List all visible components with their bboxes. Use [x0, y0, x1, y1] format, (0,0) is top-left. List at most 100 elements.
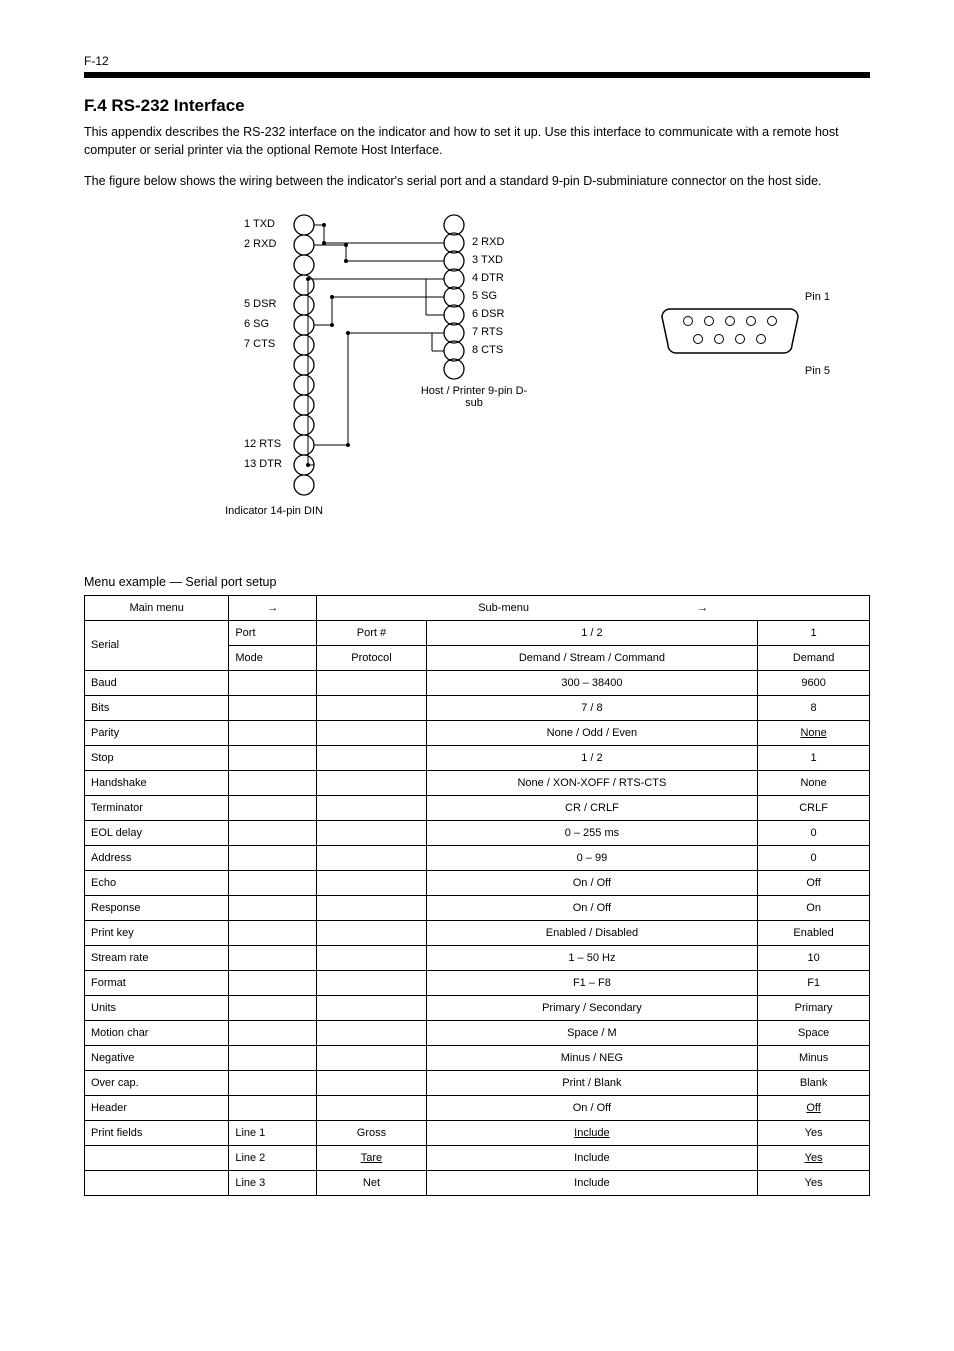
right-pin-8-label: 8 CTS	[472, 344, 503, 356]
right-pin-6-label: 6 DSR	[472, 308, 504, 320]
cell-param	[317, 995, 426, 1020]
db9-pin1-label: Pin 1	[805, 291, 830, 303]
cell-default: Minus	[758, 1045, 870, 1070]
cell-values: 0 – 255 ms	[426, 820, 758, 845]
cell-values: None / XON-XOFF / RTS-CTS	[426, 770, 758, 795]
cell-main	[85, 1145, 229, 1170]
cell-default: Blank	[758, 1070, 870, 1095]
cell-sub	[229, 720, 317, 745]
table-row: HeaderOn / OffOff	[85, 1095, 870, 1120]
cell-sub	[229, 845, 317, 870]
page: F-12 F.4 RS-232 Interface This appendix …	[0, 0, 954, 1256]
cell-default: Off	[758, 870, 870, 895]
wiring-diagram: Indicator 14-pin DIN Host / Printer 9-pi…	[84, 205, 870, 565]
table-row: TerminatorCR / CRLFCRLF	[85, 795, 870, 820]
right-pin-2-label: 2 RXD	[472, 236, 504, 248]
cell-main: Over cap.	[85, 1070, 229, 1095]
cell-values: Enabled / Disabled	[426, 920, 758, 945]
table-row: EOL delay0 – 255 ms0	[85, 820, 870, 845]
cell-main: Bits	[85, 695, 229, 720]
cell-sub	[229, 745, 317, 770]
left-pin-6-label: 6 SG	[244, 318, 269, 330]
cell-default: 0	[758, 845, 870, 870]
cell-values: CR / CRLF	[426, 795, 758, 820]
cell-main: Response	[85, 895, 229, 920]
cell-param	[317, 1095, 426, 1120]
cell-param	[317, 670, 426, 695]
cell-sub	[229, 820, 317, 845]
cell-values: On / Off	[426, 870, 758, 895]
cell-default: 8	[758, 695, 870, 720]
table-row: Handshake None / XON-XOFF / RTS-CTSNone	[85, 770, 870, 795]
cell-sub	[229, 920, 317, 945]
wiring-note: The figure below shows the wiring betwee…	[84, 173, 870, 191]
cell-param	[317, 1070, 426, 1095]
cell-values: Print / Blank	[426, 1070, 758, 1095]
table-row: Echo On / OffOff	[85, 870, 870, 895]
cell-param: Gross	[317, 1120, 426, 1145]
cell-sub	[229, 970, 317, 995]
wiring-svg	[84, 205, 584, 525]
header-rule	[84, 72, 870, 78]
left-pin-5-label: 5 DSR	[244, 298, 276, 310]
cell-default: Space	[758, 1020, 870, 1045]
cell-default: Yes	[758, 1120, 870, 1145]
cell-default: Primary	[758, 995, 870, 1020]
table-row: ParityNone / Odd / EvenNone	[85, 720, 870, 745]
right-pin-5-label: 5 SG	[472, 290, 497, 302]
table-row: Print fieldsLine 1GrossIncludeYes	[85, 1120, 870, 1145]
cell-sub	[229, 895, 317, 920]
table-row: NegativeMinus / NEGMinus	[85, 1045, 870, 1070]
table-row: Format F1 – F8F1	[85, 970, 870, 995]
cell-param: Net	[317, 1170, 426, 1195]
cell-values: None / Odd / Even	[426, 720, 758, 745]
cell-sub: Port	[229, 620, 317, 645]
cell-main: Address	[85, 845, 229, 870]
th-arrow1: →	[229, 595, 317, 620]
cell-default: On	[758, 895, 870, 920]
intro-paragraph: This appendix describes the RS-232 inter…	[84, 124, 870, 159]
cell-main: Handshake	[85, 770, 229, 795]
right-connector-label: Host / Printer 9-pin D-sub	[414, 385, 534, 409]
cell-param	[317, 1020, 426, 1045]
cell-values: Demand / Stream / Command	[426, 645, 758, 670]
cell-param	[317, 795, 426, 820]
table-row: SerialPortPort #1 / 21	[85, 620, 870, 645]
cell-values: 300 – 38400	[426, 670, 758, 695]
cell-param	[317, 745, 426, 770]
table-row: ResponseOn / OffOn	[85, 895, 870, 920]
cell-values: 1 – 50 Hz	[426, 945, 758, 970]
cell-main: Negative	[85, 1045, 229, 1070]
cell-param	[317, 770, 426, 795]
cell-default: Demand	[758, 645, 870, 670]
table-row: Motion charSpace / MSpace	[85, 1020, 870, 1045]
cell-values: 0 – 99	[426, 845, 758, 870]
db9-connector-icon	[660, 301, 800, 361]
cell-param	[317, 845, 426, 870]
left-connector-label: Indicator 14-pin DIN	[214, 505, 334, 517]
cell-main: Format	[85, 970, 229, 995]
cell-sub	[229, 670, 317, 695]
cell-main: Terminator	[85, 795, 229, 820]
cell-values: Include	[426, 1170, 758, 1195]
cell-param	[317, 820, 426, 845]
cell-values: F1 – F8	[426, 970, 758, 995]
cell-values: Primary / Secondary	[426, 995, 758, 1020]
right-pin-3-label: 3 TXD	[472, 254, 503, 266]
cell-sub	[229, 1095, 317, 1120]
table-row: Baud300 – 384009600	[85, 670, 870, 695]
cell-main: Print key	[85, 920, 229, 945]
cell-default: F1	[758, 970, 870, 995]
cell-sub	[229, 945, 317, 970]
table-row: UnitsPrimary / SecondaryPrimary	[85, 995, 870, 1020]
page-number: F-12	[84, 54, 870, 68]
example-title: Menu example — Serial port setup	[84, 575, 870, 589]
cell-sub	[229, 995, 317, 1020]
cell-param	[317, 895, 426, 920]
cell-values: Space / M	[426, 1020, 758, 1045]
cell-default: None	[758, 770, 870, 795]
cell-main: Stream rate	[85, 945, 229, 970]
cell-values: Include	[426, 1120, 758, 1145]
cell-main: Echo	[85, 870, 229, 895]
cell-sub: Line 1	[229, 1120, 317, 1145]
